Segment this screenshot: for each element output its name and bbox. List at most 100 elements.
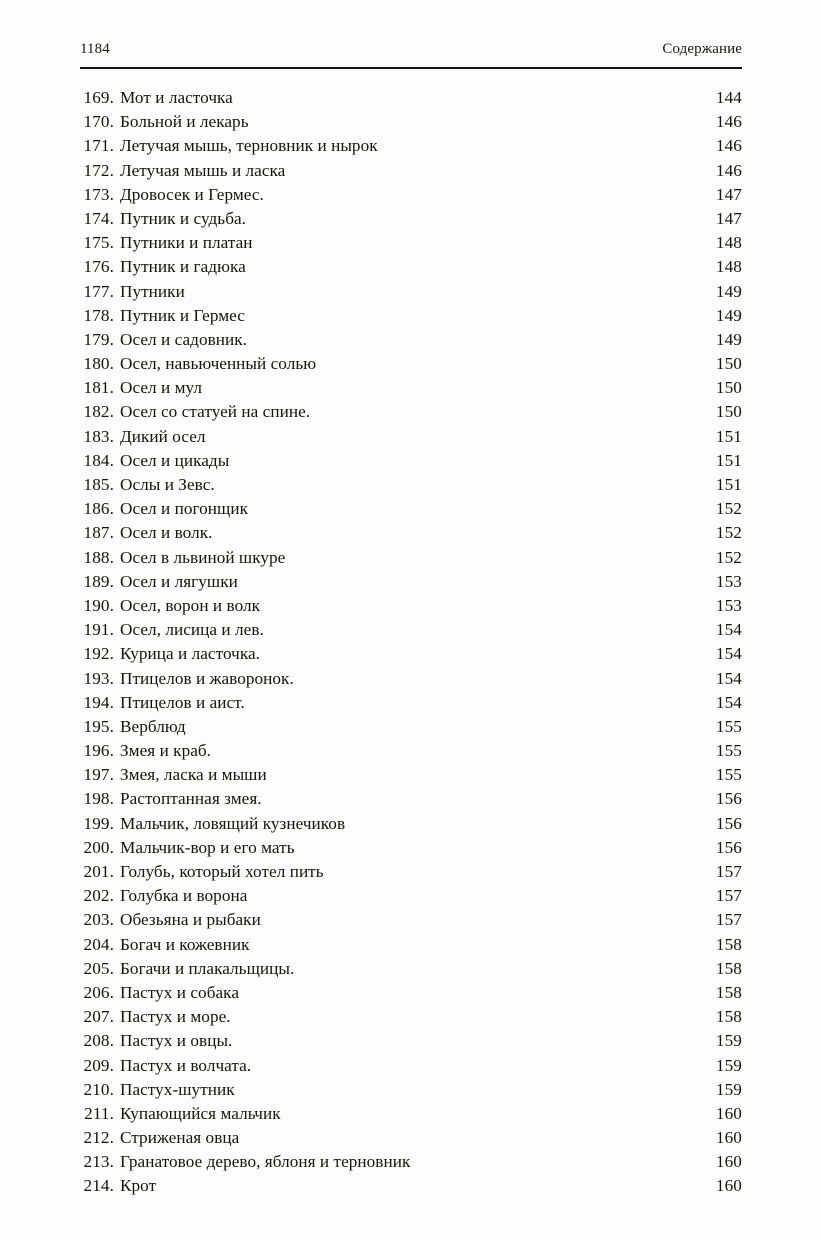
- toc-dot-leader: [193, 291, 701, 292]
- toc-dot-leader: [268, 606, 701, 607]
- toc-entry[interactable]: 203. Обезьяна и рыбаки 157: [80, 908, 742, 932]
- toc-entry[interactable]: 195. Верблюд 155: [80, 715, 742, 739]
- toc-entry[interactable]: 197. Змея, ласка и мыши 155: [80, 763, 742, 787]
- toc-entry-title: Осел и погонщик: [120, 499, 248, 519]
- toc-entry[interactable]: 192. Курица и ласточка. 154: [80, 642, 742, 666]
- toc-entry-number: 214.: [83, 1176, 114, 1196]
- toc-entry[interactable]: 175. Путники и платан 148: [80, 231, 742, 255]
- toc-entry-number: 181.: [83, 378, 114, 398]
- toc-entry-number: 182.: [83, 402, 114, 422]
- toc-entry-title: Пастух и волчата.: [120, 1055, 252, 1075]
- toc-entry-title: Птицелов и аист.: [120, 692, 245, 712]
- toc-dot-leader: [246, 581, 701, 582]
- toc-entry[interactable]: 211. Купающийся мальчик 160: [80, 1102, 742, 1126]
- toc-entry[interactable]: 178. Путник и Гермес 149: [80, 304, 742, 328]
- toc-entry[interactable]: 199. Мальчик, ловящий кузнечиков 156: [80, 812, 742, 836]
- toc-entry[interactable]: 206. Пастух и собака 158: [80, 981, 742, 1005]
- toc-entry-number: 210.: [83, 1079, 114, 1099]
- toc-entry-page-number: 151: [715, 475, 742, 494]
- toc-entry-page-number: 156: [715, 813, 742, 833]
- toc-entry[interactable]: 194. Птицелов и аист. 154: [80, 691, 742, 715]
- toc-entry-number: 188.: [83, 547, 114, 567]
- toc-entry-title: Богач и кожевник: [120, 934, 250, 954]
- toc-dot-leader: [255, 339, 701, 340]
- toc-entry[interactable]: 170. Больной и лекарь 146: [80, 110, 742, 134]
- toc-entry[interactable]: 173. Дровосек и Гермес. 147: [80, 183, 742, 207]
- toc-entry-number: 205.: [83, 958, 114, 978]
- toc-entry-title: Осел и волк.: [120, 523, 213, 543]
- toc-entry[interactable]: 171. Летучая мышь, терновник и нырок 146: [80, 134, 742, 158]
- toc-entry[interactable]: 179. Осел и садовник. 149: [80, 328, 742, 352]
- toc-entry-title: Растоптанная змея.: [120, 789, 262, 809]
- toc-dot-leader: [219, 751, 701, 752]
- toc-entry[interactable]: 169. Мот и ласточка 144: [80, 86, 742, 110]
- toc-entry[interactable]: 191. Осел, лисица и лев. 154: [80, 618, 742, 642]
- toc-entry-number: 170.: [83, 112, 114, 132]
- toc-entry[interactable]: 198. Растоптанная змея. 156: [80, 787, 742, 811]
- toc-entry[interactable]: 189. Осел и лягушки 153: [80, 570, 742, 594]
- toc-entry[interactable]: 174. Путник и судьба. 147: [80, 207, 742, 231]
- toc-dot-leader: [220, 533, 701, 534]
- toc-entry-page-number: 153: [715, 571, 742, 591]
- toc-dot-leader: [302, 678, 701, 679]
- toc-entry[interactable]: 188. Осел в львиной шкуре 152: [80, 546, 742, 570]
- toc-entry-title: Птицелов и жаворонок.: [120, 668, 294, 688]
- toc-entry-page-number: 157: [715, 862, 742, 881]
- toc-entry[interactable]: 209. Пастух и волчата. 159: [80, 1054, 742, 1078]
- toc-entry-page-number: 147: [715, 184, 742, 204]
- toc-entry-title: Змея, ласка и мыши: [120, 765, 267, 785]
- toc-entry-number: 180.: [83, 354, 114, 374]
- toc-entry[interactable]: 176. Путник и гадюка 148: [80, 255, 742, 279]
- toc-entry-number: 169.: [83, 88, 114, 107]
- toc-entry-title: Ослы и Зевс.: [120, 475, 215, 494]
- toc-entry[interactable]: 182. Осел со статуей на спине. 150: [80, 400, 742, 424]
- toc-entry[interactable]: 177. Путники 149: [80, 280, 742, 304]
- toc-entry[interactable]: 207. Пастух и море. 158: [80, 1005, 742, 1029]
- toc-entry[interactable]: 212. Стриженая овца 160: [80, 1126, 742, 1150]
- toc-dot-leader: [269, 920, 701, 921]
- toc-entry[interactable]: 196. Змея и краб. 155: [80, 739, 742, 763]
- toc-entry[interactable]: 208. Пастух и овцы. 159: [80, 1029, 742, 1053]
- toc-dot-leader: [324, 364, 701, 365]
- toc-entry[interactable]: 185. Ослы и Зевс. 151: [80, 473, 742, 497]
- toc-entry[interactable]: 183. Дикий осел 151: [80, 425, 742, 449]
- toc-entry-title: Пастух и собака: [120, 982, 239, 1002]
- toc-dot-leader: [272, 630, 701, 631]
- toc-entry[interactable]: 190. Осел, ворон и волк 153: [80, 594, 742, 618]
- toc-entry-title: Дровосек и Гермес.: [120, 184, 264, 204]
- toc-entry-title: Верблюд: [120, 716, 186, 736]
- toc-entry[interactable]: 172. Летучая мышь и ласка 146: [80, 159, 742, 183]
- toc-entry-number: 177.: [83, 281, 114, 301]
- toc-entry-title: Гранатовое дерево, яблоня и терновник: [120, 1152, 411, 1172]
- toc-entry-page-number: 146: [715, 112, 742, 132]
- toc-entry-number: 176.: [83, 257, 114, 277]
- toc-entry[interactable]: 201. Голубь, который хотел пить 157: [80, 860, 742, 884]
- toc-entry-page-number: 154: [715, 692, 742, 712]
- toc-dot-leader: [241, 98, 701, 99]
- toc-entry-number: 194.: [83, 692, 114, 712]
- toc-dot-leader: [243, 1089, 701, 1090]
- toc-entry-page-number: 152: [715, 523, 742, 543]
- toc-dot-leader: [418, 1162, 701, 1163]
- toc-entry[interactable]: 193. Птицелов и жаворонок. 154: [80, 667, 742, 691]
- toc-entry[interactable]: 202. Голубка и ворона 157: [80, 884, 742, 908]
- toc-entry-page-number: 160: [715, 1128, 742, 1148]
- toc-dot-leader: [214, 436, 701, 437]
- toc-entry[interactable]: 214. Крот 160: [80, 1174, 742, 1198]
- toc-entry[interactable]: 200. Мальчик-вор и его мать 156: [80, 836, 742, 860]
- toc-entry[interactable]: 213. Гранатовое дерево, яблоня и терновни…: [80, 1150, 742, 1174]
- toc-dot-leader: [254, 267, 701, 268]
- toc-entry[interactable]: 204. Богач и кожевник 158: [80, 933, 742, 957]
- toc-entry-number: 173.: [83, 184, 114, 204]
- toc-entry[interactable]: 181. Осел и мул 150: [80, 376, 742, 400]
- toc-entry-title: Осел, навьюченный солью: [120, 354, 317, 374]
- toc-entry[interactable]: 186. Осел и погонщик 152: [80, 497, 742, 521]
- toc-entry[interactable]: 210. Пастух-шутник 159: [80, 1078, 742, 1102]
- toc-entry-number: 185.: [83, 475, 114, 494]
- toc-entry[interactable]: 184. Осел и цикады 151: [80, 449, 742, 473]
- toc-entry[interactable]: 187. Осел и волк. 152: [80, 521, 742, 545]
- toc-entry[interactable]: 180. Осел, навьюченный солью 150: [80, 352, 742, 376]
- toc-entry[interactable]: 205. Богачи и плакальщицы. 158: [80, 957, 742, 981]
- toc-entry-number: 211.: [84, 1103, 114, 1123]
